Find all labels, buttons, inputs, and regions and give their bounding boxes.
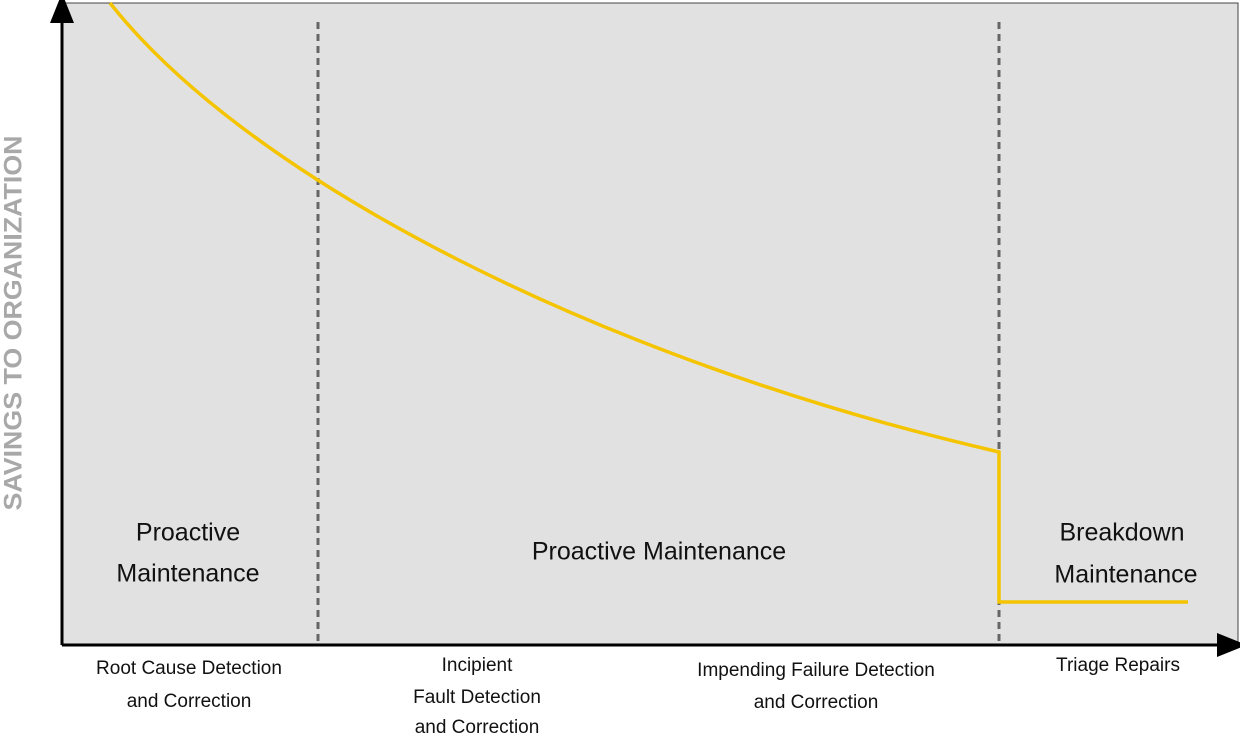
region-label: Proactive Maintenance — [532, 538, 786, 566]
region-label: Proactive — [136, 519, 240, 547]
stage-label: and Correction — [127, 691, 252, 712]
region-label: Maintenance — [1054, 561, 1197, 589]
plot-area — [61, 2, 1239, 646]
savings-curve — [108, 1, 1188, 604]
stage-label: Triage Repairs — [1056, 655, 1180, 676]
stage-label: Impending Failure Detection — [697, 660, 935, 681]
region-label: Breakdown — [1059, 519, 1184, 547]
stage-label: Incipient — [442, 655, 513, 676]
stage-label: Root Cause Detection — [96, 658, 282, 679]
y-axis-label: SAVINGS TO ORGANIZATION — [0, 136, 28, 511]
stage-label: Fault Detection — [413, 687, 541, 708]
stage-label: and Correction — [754, 692, 879, 713]
stage-label: and Correction — [415, 717, 540, 737]
region-label: Maintenance — [116, 560, 259, 588]
